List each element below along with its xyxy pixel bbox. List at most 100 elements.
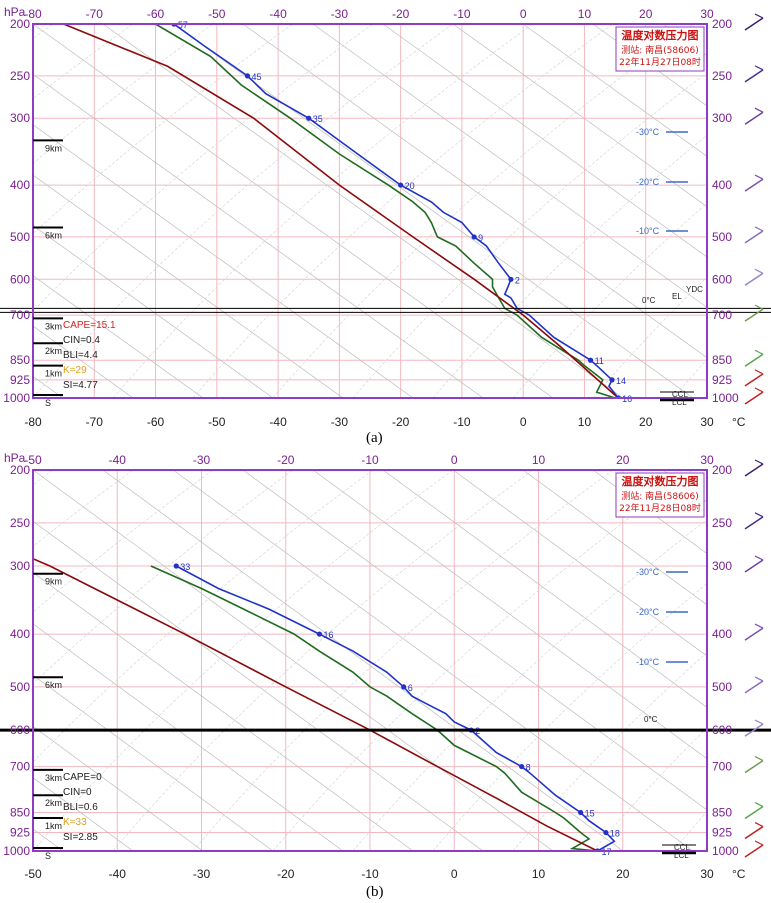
p1-moist-adiabat: [592, 727, 707, 851]
p1-data-point-5: [578, 809, 584, 816]
p1-bottom-tick--30: -30: [193, 867, 211, 881]
p0-wind-barb-tick-4: [754, 226, 764, 232]
p0-dry-adiabat: [33, 325, 134, 398]
p1-dry-adiabat: [33, 726, 204, 851]
p1-level-label-1: CCL: [674, 843, 691, 852]
p1-dry-adiabat: [172, 470, 694, 851]
p1-data-point-label-0: 33: [180, 562, 190, 572]
p1-moist-adiabat: [33, 470, 374, 763]
p1-top-tick-10: 10: [532, 453, 546, 467]
p1-height-label-3: 2km: [45, 798, 62, 808]
p0-moist-adiabat: [272, 24, 694, 398]
p0-left-p-tick-300: 300: [10, 111, 30, 125]
p0-dry-adiabat: [33, 224, 274, 398]
p0-left-p-tick-250: 250: [10, 69, 30, 83]
p0-top-tick--70: -70: [86, 7, 104, 21]
p0-right-p-tick-300: 300: [712, 111, 732, 125]
p1-data-point-2: [401, 684, 407, 690]
p0-xlabel: °C: [732, 415, 746, 429]
panel-label-a: (a): [366, 430, 383, 446]
p1-dry-adiabat: [33, 674, 274, 851]
p1-top-tick-0: 0: [451, 453, 458, 467]
p0-bottom-tick--10: -10: [453, 415, 471, 429]
p1-data-point-label-4: 8: [526, 763, 531, 773]
p1-plot-area: [33, 470, 771, 851]
p1-level-label-2: LCL: [674, 851, 689, 860]
p1-moist-adiabat: [33, 470, 454, 851]
p0-right-p-tick-925: 925: [712, 373, 732, 387]
p1-height-label-0: 9km: [45, 577, 62, 587]
p1-top-tick-20: 20: [616, 453, 630, 467]
p1-data-point-0: [173, 563, 179, 569]
p0-bottom-tick-10: 10: [578, 415, 592, 429]
p1-wind-barb-tick-7: [754, 801, 764, 808]
p0-bottom-tick-30: 30: [700, 415, 714, 429]
p0-dry-adiabat: [33, 24, 554, 398]
p0-data-point-5: [508, 276, 514, 282]
p1-bottom-tick--10: -10: [361, 867, 379, 881]
p1-data-point-label-1: 16: [323, 630, 333, 640]
p1-left-p-tick-250: 250: [10, 516, 30, 530]
p0-top-tick-0: 0: [520, 7, 527, 21]
p1-top-tick--40: -40: [109, 453, 127, 467]
p1-left-p-tick-200: 200: [10, 463, 30, 477]
p0-data-point-label-6: 11: [595, 356, 604, 366]
p0-bottom-tick--50: -50: [208, 415, 226, 429]
p0-height-label-5: S: [45, 398, 51, 408]
p1-data-point-6: [603, 829, 609, 836]
p1-right-p-tick-925: 925: [712, 826, 732, 840]
p0-index-0: CAPE=15.1: [63, 320, 116, 331]
p0-height-label-0: 9km: [45, 143, 62, 153]
p1-left-p-tick-1000: 1000: [3, 844, 30, 858]
p1-height-label-2: 3km: [45, 773, 62, 783]
p0-dry-adiabat: [33, 174, 344, 398]
p0-series-line-0: [173, 24, 619, 398]
p0-wind-barb-tick-5: [754, 268, 764, 274]
p1-dry-adiabat: [592, 470, 707, 554]
p0-bottom-tick--80: -80: [24, 415, 42, 429]
p1-index-2: BLI=0.6: [63, 802, 98, 813]
p1-right-p-tick-850: 850: [712, 806, 732, 820]
p0-bottom-tick--70: -70: [86, 415, 104, 429]
p1-left-p-tick-600: 600: [10, 723, 30, 737]
p1-plot-frame: [32, 469, 708, 852]
p0-series-line-1: [155, 24, 616, 398]
p1-dry-adiabat: [522, 470, 707, 606]
p0-data-point-4: [471, 234, 477, 240]
p1-index-1: CIN=0: [63, 787, 92, 798]
p1-wind-barb-2: [744, 559, 764, 573]
p1-top-tick--50: -50: [24, 453, 42, 467]
p0-right-p-tick-600: 600: [712, 272, 732, 286]
p0-left-p-tick-1000: 1000: [3, 391, 30, 405]
p0-top-tick--30: -30: [331, 7, 349, 21]
p1-dry-adiabat: [33, 623, 344, 851]
p0-isotherm-label-0: -30°C: [636, 127, 660, 137]
p1-top-tick--30: -30: [193, 453, 211, 467]
p0-data-point-2: [306, 115, 312, 121]
p0-moist-adiabat: [753, 24, 771, 398]
p0-right-p-tick-500: 500: [712, 230, 732, 244]
p0-bottom-tick-20: 20: [639, 415, 653, 429]
p0-left-p-tick-600: 600: [10, 272, 30, 286]
p0-wind-barb-8: [744, 373, 764, 387]
p1-wind-barb-3: [744, 627, 764, 641]
p1-wind-barb-tick-8: [754, 822, 764, 828]
p1-dry-adiabat: [33, 470, 554, 851]
p1-wind-barb-5: [744, 723, 764, 737]
p1-right-p-tick-1000: 1000: [712, 844, 739, 858]
p1-dry-adiabat: [33, 520, 484, 851]
p1-bottom-tick-20: 20: [616, 867, 630, 881]
p0-bottom-tick--30: -30: [331, 415, 349, 429]
p1-bottom-tick--40: -40: [109, 867, 127, 881]
p1-dry-adiabat: [733, 470, 771, 851]
p0-data-point-label-5: 2: [515, 275, 520, 285]
p0-right-p-tick-400: 400: [712, 178, 732, 192]
p0-data-point-label-4: 9: [478, 233, 483, 243]
p1-height-label-5: S: [45, 851, 51, 861]
p0-wind-barb-7: [744, 353, 764, 367]
p0-index-3: K=29: [63, 365, 87, 376]
p0-moist-adiabat: [352, 72, 707, 398]
p0-time: 22年11月27日08时: [619, 56, 701, 68]
p1-data-point-label-5: 15: [585, 809, 595, 819]
p0-left-p-tick-200: 200: [10, 17, 30, 31]
